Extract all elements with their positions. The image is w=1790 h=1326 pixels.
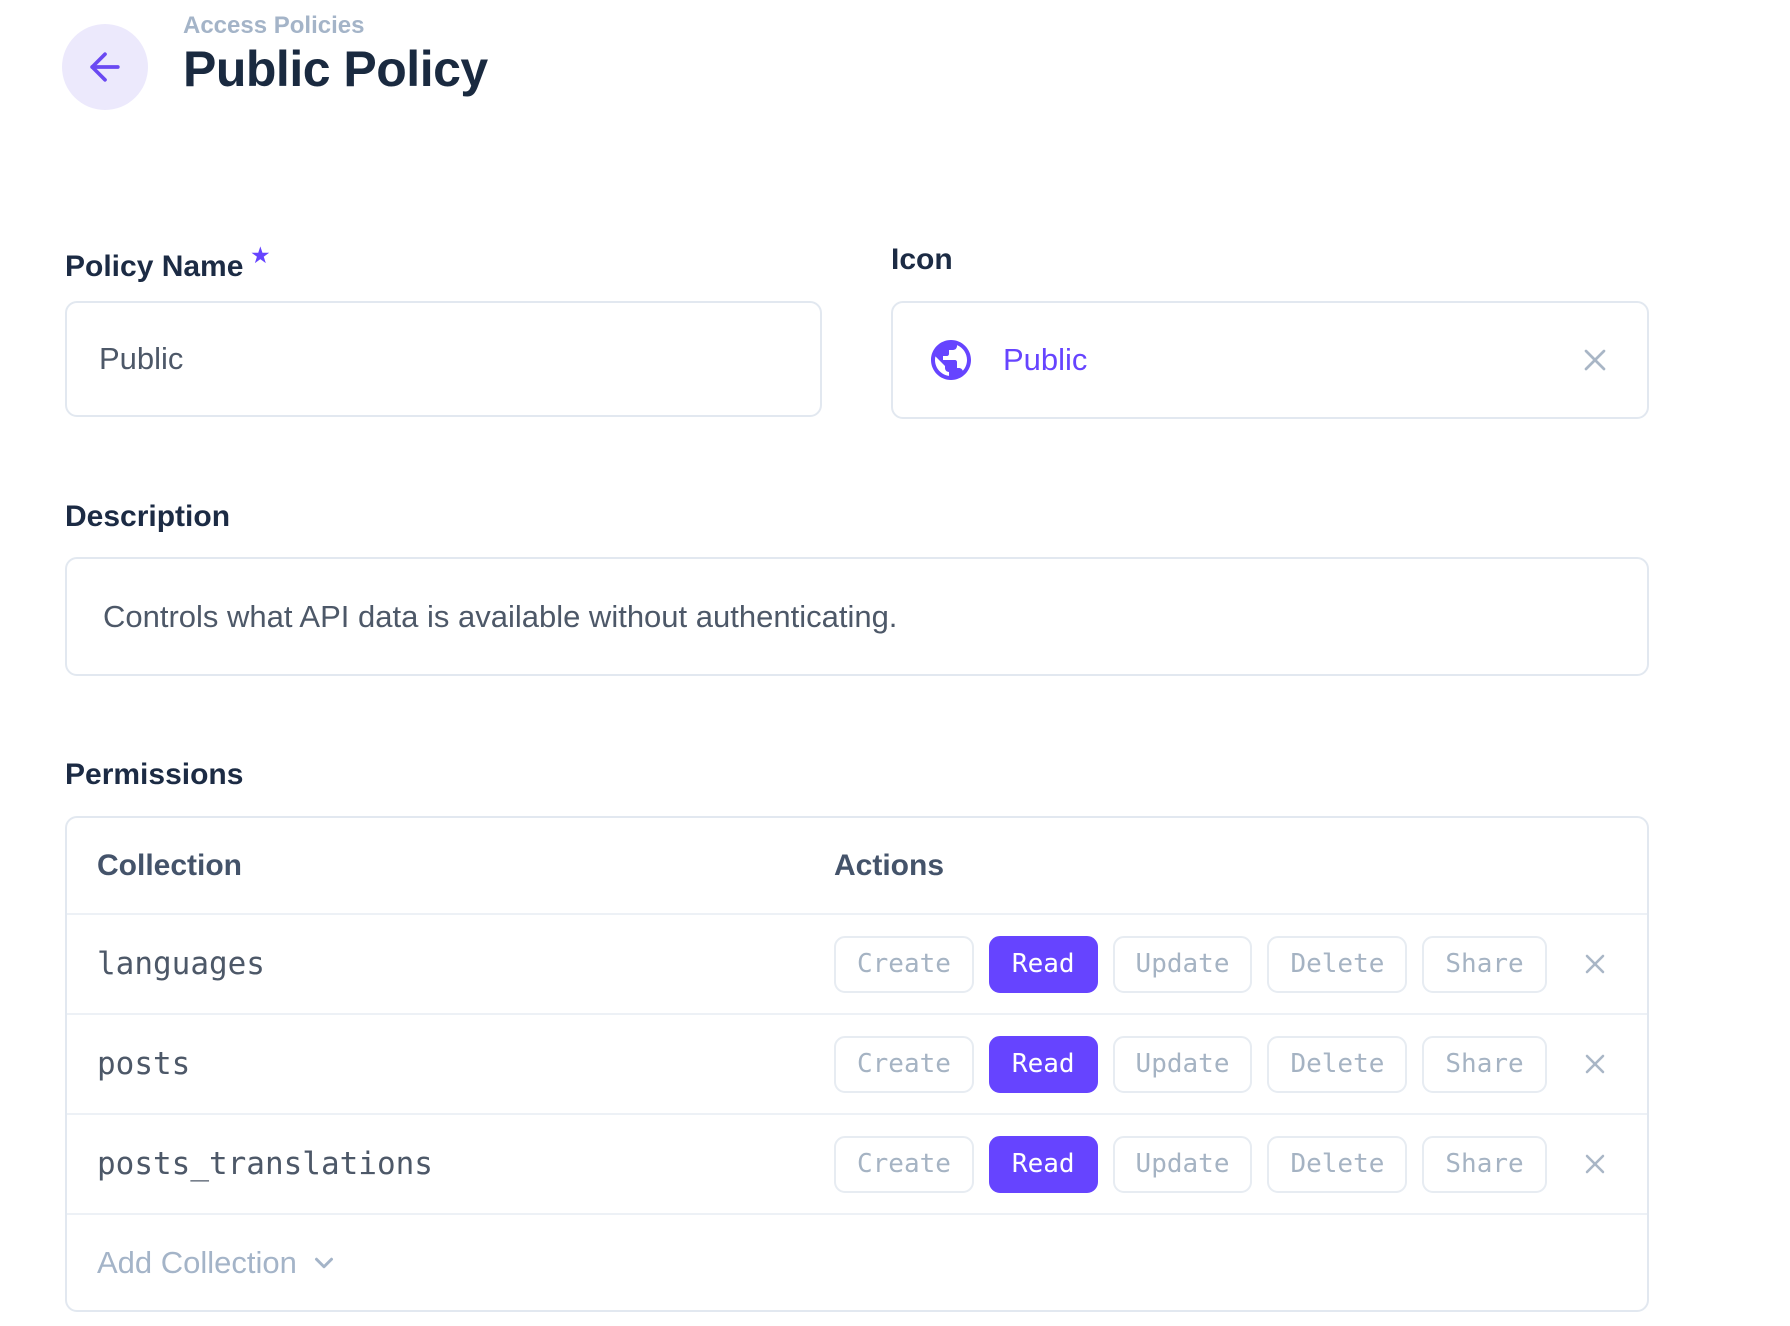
- chevron-down-icon: [297, 1248, 339, 1278]
- icon-label: Icon: [891, 243, 953, 276]
- permissions-header-row: Collection Actions: [67, 818, 1647, 913]
- permission-row: posts Create Read Update Delete Share: [67, 1013, 1647, 1113]
- policy-name-input[interactable]: Public: [65, 301, 822, 417]
- action-share-button[interactable]: Share: [1422, 935, 1547, 993]
- action-update-button[interactable]: Update: [1112, 1035, 1253, 1093]
- action-update-button[interactable]: Update: [1112, 1135, 1253, 1193]
- permissions-label: Permissions: [65, 758, 244, 791]
- permission-row: languages Create Read Update Delete Share: [67, 913, 1647, 1013]
- description-input[interactable]: Controls what API data is available with…: [65, 557, 1649, 676]
- description-value: Controls what API data is available with…: [103, 598, 898, 634]
- action-share-button[interactable]: Share: [1422, 1035, 1547, 1093]
- description-label: Description: [65, 500, 231, 533]
- required-star-icon: ★: [251, 245, 270, 267]
- add-collection-button[interactable]: Add Collection: [67, 1213, 1647, 1310]
- row-actions: Create Read Update Delete Share: [834, 1035, 1647, 1093]
- globe-icon: [927, 336, 975, 384]
- row-actions: Create Read Update Delete Share: [834, 935, 1647, 993]
- remove-row-button[interactable]: [1579, 948, 1611, 980]
- back-button[interactable]: [62, 24, 148, 110]
- actions-column-header: Actions: [834, 848, 945, 882]
- action-update-button[interactable]: Update: [1112, 935, 1253, 993]
- icon-input[interactable]: Public: [891, 301, 1649, 419]
- action-read-button[interactable]: Read: [988, 1035, 1098, 1093]
- breadcrumb[interactable]: Access Policies: [183, 12, 365, 39]
- policy-name-label: Policy Name ★: [65, 243, 269, 284]
- action-create-button[interactable]: Create: [834, 1135, 974, 1193]
- action-create-button[interactable]: Create: [834, 1035, 974, 1093]
- collection-name: languages: [97, 946, 265, 982]
- permissions-panel: Collection Actions languages Create Read U…: [65, 816, 1649, 1312]
- add-collection-label: Add Collection: [97, 1244, 297, 1280]
- collection-name: posts_translations: [97, 1146, 433, 1182]
- icon-value: Public: [1003, 342, 1088, 377]
- remove-row-button[interactable]: [1579, 1048, 1611, 1080]
- arrow-left-icon: [83, 45, 127, 89]
- action-read-button[interactable]: Read: [988, 935, 1098, 993]
- action-create-button[interactable]: Create: [834, 935, 974, 993]
- x-icon: [1577, 342, 1613, 378]
- policy-name-label-text: Policy Name: [65, 250, 244, 283]
- action-delete-button[interactable]: Delete: [1267, 1035, 1408, 1093]
- x-icon: [1579, 1048, 1611, 1080]
- clear-icon-button[interactable]: [1577, 342, 1613, 378]
- action-delete-button[interactable]: Delete: [1267, 935, 1408, 993]
- remove-row-button[interactable]: [1579, 1148, 1611, 1180]
- collection-name: posts: [97, 1046, 191, 1082]
- row-actions: Create Read Update Delete Share: [834, 1135, 1647, 1193]
- collection-column-header: Collection: [97, 848, 243, 882]
- permission-row: posts_translations Create Read Update Delet…: [67, 1113, 1647, 1213]
- action-delete-button[interactable]: Delete: [1267, 1135, 1408, 1193]
- policy-name-value: Public: [99, 341, 184, 376]
- page-title: Public Policy: [183, 41, 488, 97]
- x-icon: [1579, 948, 1611, 980]
- x-icon: [1579, 1148, 1611, 1180]
- action-share-button[interactable]: Share: [1422, 1135, 1547, 1193]
- action-read-button[interactable]: Read: [988, 1135, 1098, 1193]
